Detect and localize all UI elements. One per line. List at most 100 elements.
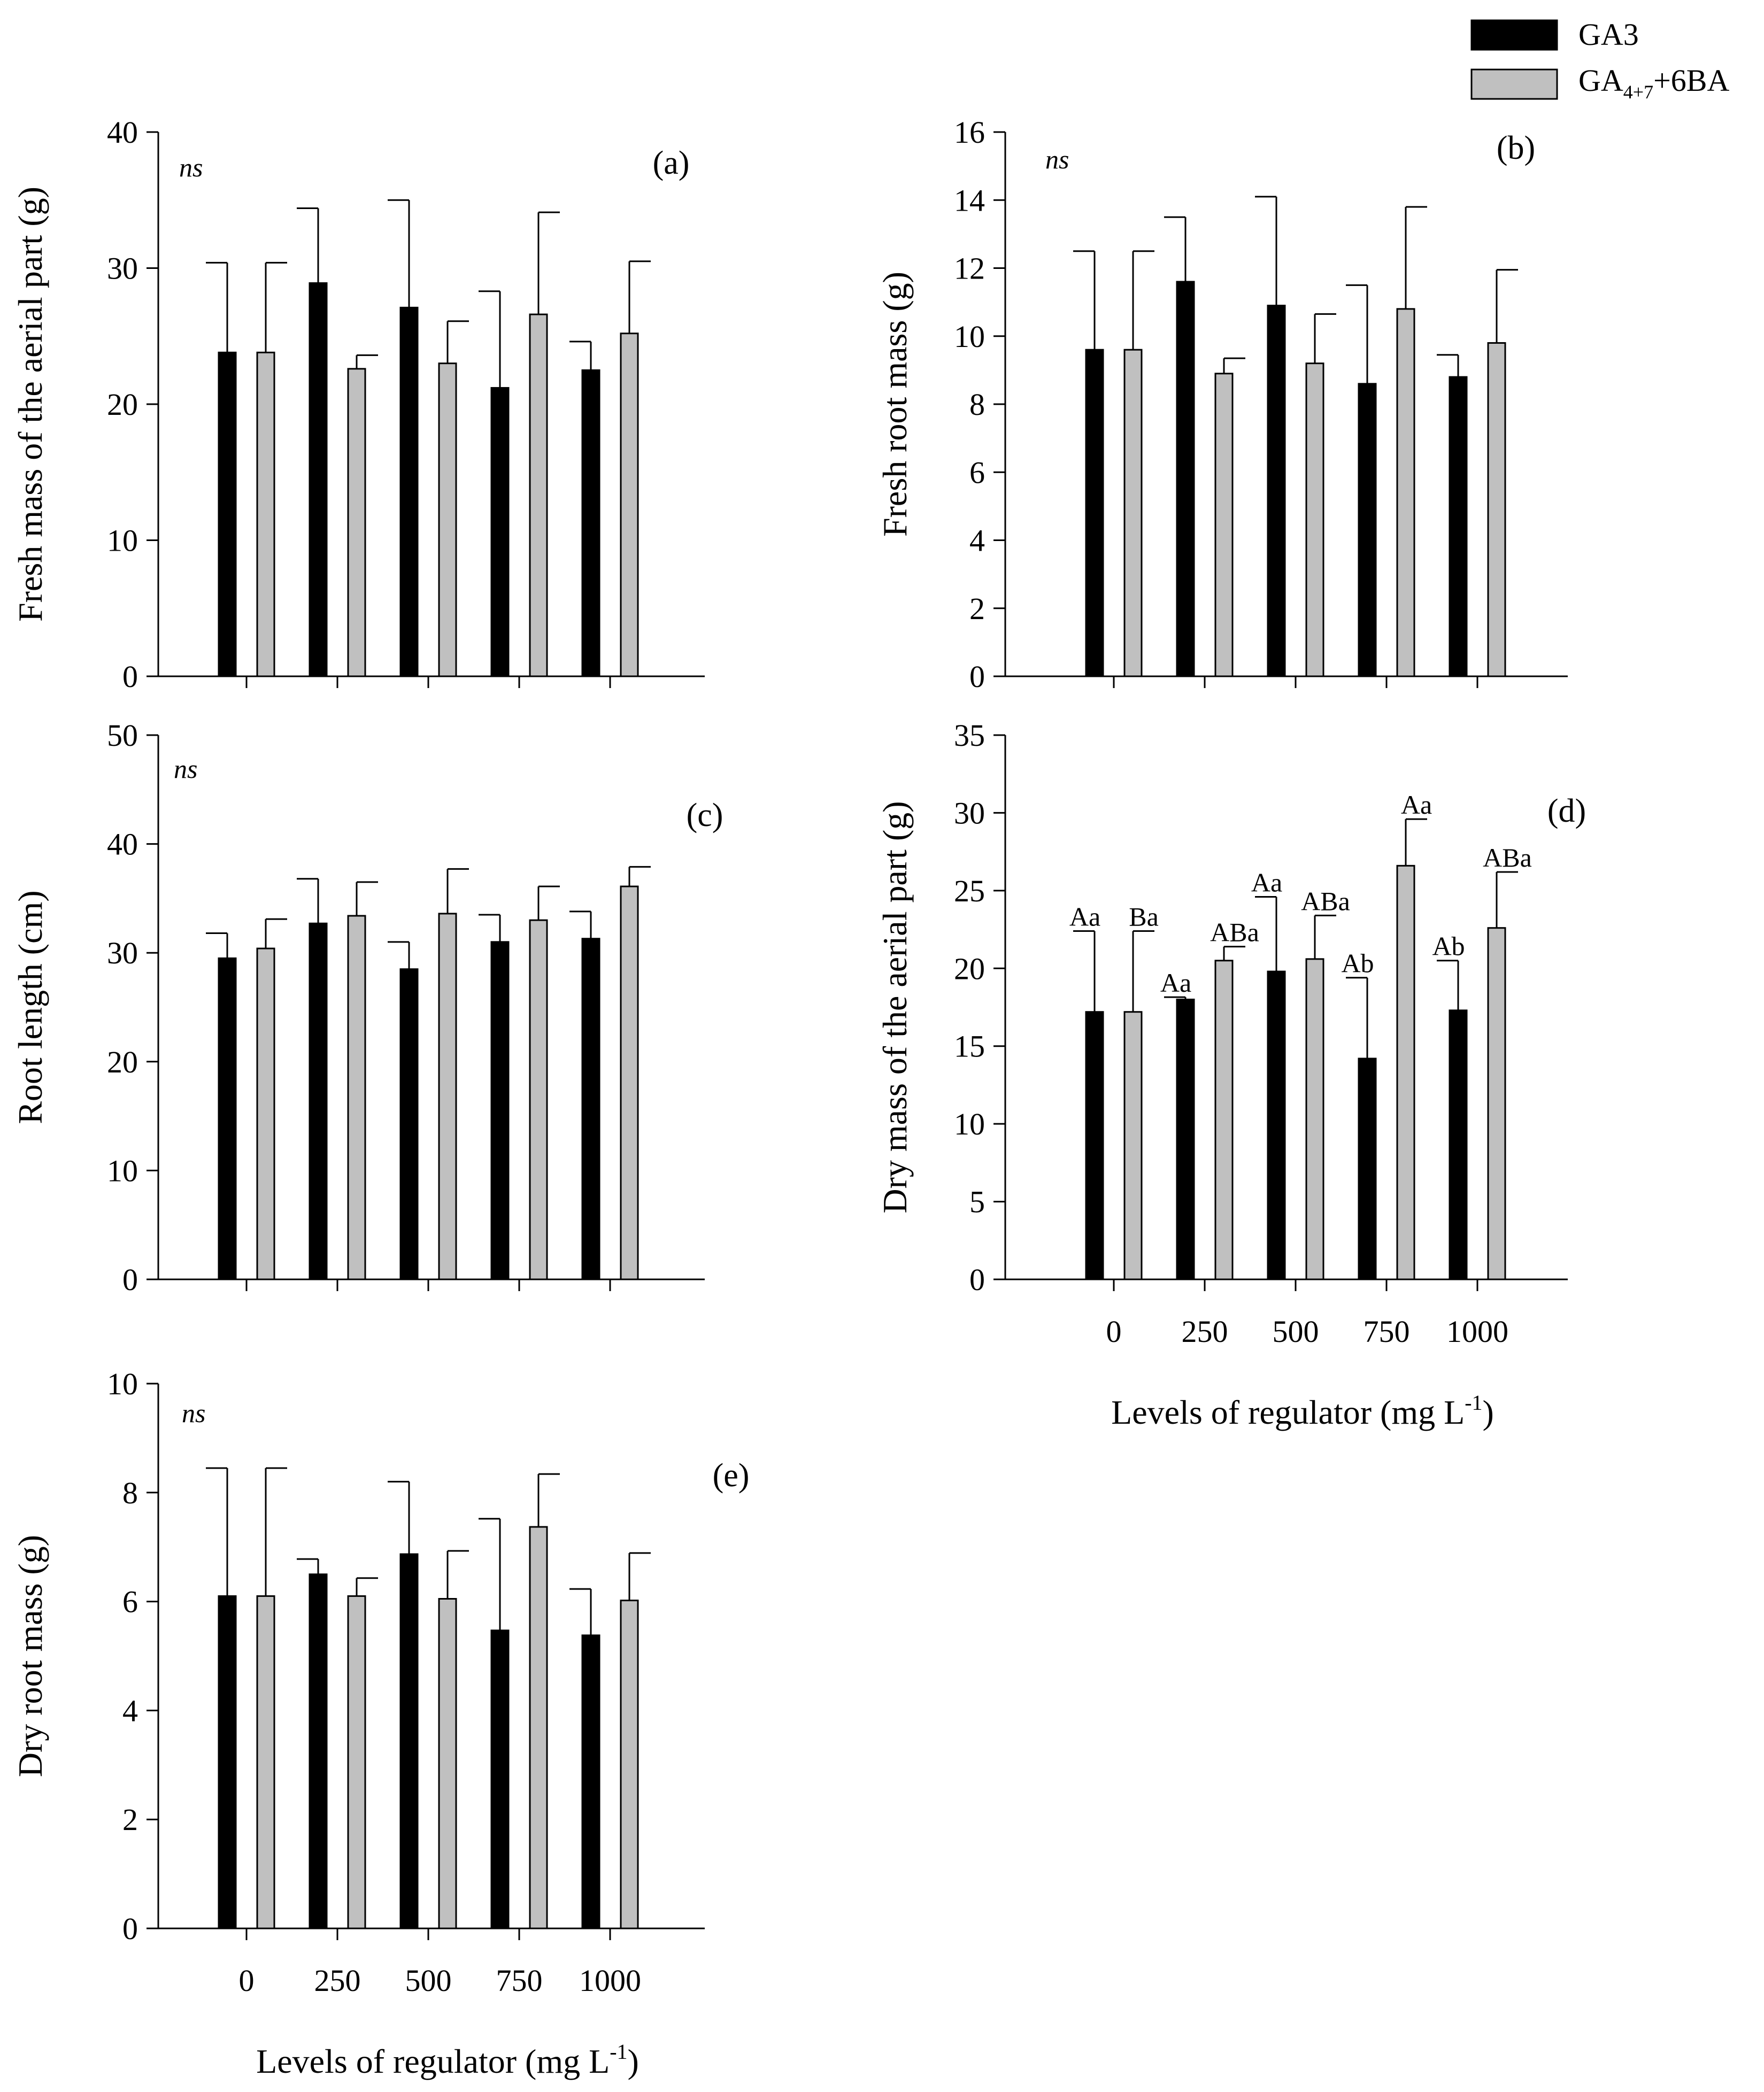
y-tick-label: 10 bbox=[954, 319, 985, 354]
bar-ga47 bbox=[620, 1600, 639, 1929]
panel-label: (e) bbox=[713, 1457, 750, 1494]
bar-ga3 bbox=[581, 369, 600, 677]
bar-ga47 bbox=[1214, 960, 1234, 1280]
panel-c-root-length: 0 10 20 30 40 50 Root length (cm) (c) ns bbox=[11, 718, 723, 1297]
bar-ga47 bbox=[1396, 308, 1415, 677]
y-axis-label: Fresh mass of the aerial part (g) bbox=[11, 187, 49, 622]
bar-ga47 bbox=[438, 362, 457, 677]
bar-ga3 bbox=[309, 282, 328, 677]
panel-a-fresh-aerial-mass: 0 10 20 30 40 Fresh mass of the aerial part (… bbox=[11, 115, 705, 694]
x-tick-label: 750 bbox=[1364, 1314, 1410, 1349]
bar-ga3 bbox=[1176, 281, 1195, 677]
y-tick-label: 20 bbox=[954, 951, 985, 986]
legend-label-ga47-sub: 4+7 bbox=[1623, 81, 1653, 103]
y-tick-label: 0 bbox=[122, 659, 138, 694]
y-tick-label: 10 bbox=[954, 1107, 985, 1141]
legend-label-ga47: GA4+7+6BA bbox=[1578, 63, 1729, 103]
y-tick-label: 10 bbox=[107, 1367, 138, 1401]
legend-swatch-ga47 bbox=[1470, 68, 1558, 100]
significance-letter: ABa bbox=[1301, 886, 1350, 916]
x-axis-label-sup: -1 bbox=[1465, 1391, 1482, 1415]
bar-ga47 bbox=[1305, 958, 1324, 1280]
panel-label: (a) bbox=[653, 145, 690, 181]
y-tick-label: 0 bbox=[122, 1911, 138, 1946]
bar-ga47 bbox=[347, 915, 366, 1280]
y-tick-label: 2 bbox=[122, 1802, 138, 1837]
significance-letter: Ba bbox=[1129, 901, 1159, 931]
y-tick-label: 16 bbox=[954, 115, 985, 150]
x-axis-label-end: ) bbox=[628, 2042, 639, 2080]
y-tick-label: 25 bbox=[954, 874, 985, 908]
significance-letter: Ab bbox=[1432, 931, 1465, 961]
bar-ga47 bbox=[529, 1526, 548, 1929]
significance-letter: Aa bbox=[1251, 867, 1282, 897]
x-tick-label: 250 bbox=[314, 1963, 361, 1998]
bar-ga3 bbox=[1085, 349, 1104, 677]
y-tick-label: 40 bbox=[107, 115, 138, 150]
y-tick-label: 0 bbox=[969, 659, 985, 694]
bar-ga47 bbox=[256, 1595, 275, 1929]
x-tick-label: 500 bbox=[1273, 1314, 1319, 1349]
y-tick-label: 20 bbox=[107, 387, 138, 422]
legend-label-ga3: GA3 bbox=[1578, 17, 1639, 52]
bar-ga47 bbox=[256, 947, 275, 1280]
y-tick-label: 10 bbox=[107, 523, 138, 558]
significance-letter: Ab bbox=[1341, 948, 1374, 978]
y-tick-label: 12 bbox=[954, 251, 985, 286]
legend-label-ga47-rest: +6BA bbox=[1653, 63, 1729, 98]
bar-ga3 bbox=[399, 968, 419, 1280]
bar-ga47 bbox=[347, 368, 366, 677]
significance-annotation: ns bbox=[182, 1398, 205, 1428]
significance-annotation: ns bbox=[179, 152, 203, 182]
x-axis-label: Levels of regulator (mg L-1) bbox=[256, 2040, 639, 2080]
bar-ga3 bbox=[399, 1553, 419, 1929]
significance-letter: Aa bbox=[1069, 901, 1100, 931]
bar-ga3 bbox=[218, 1595, 237, 1929]
x-tick-label: 750 bbox=[496, 1963, 543, 1998]
panel-b-fresh-root-mass: 0 2 4 6 8 10 12 14 16 Fresh root mass (g) (b) ns bbox=[876, 115, 1568, 694]
bar-ga47 bbox=[620, 885, 639, 1280]
legend-swatch-ga3 bbox=[1470, 19, 1558, 51]
y-tick-label: 40 bbox=[107, 827, 138, 862]
x-tick-label: 0 bbox=[1106, 1314, 1122, 1349]
bar-ga3 bbox=[399, 306, 419, 677]
y-tick-label: 14 bbox=[954, 183, 985, 218]
bar-ga3 bbox=[490, 387, 510, 677]
y-tick-label: 10 bbox=[107, 1153, 138, 1188]
y-tick-label: 8 bbox=[969, 387, 985, 422]
bar-ga47 bbox=[256, 351, 275, 677]
x-axis-label-end: ) bbox=[1483, 1393, 1494, 1431]
y-tick-label: 30 bbox=[954, 796, 985, 830]
significance-annotation: ns bbox=[1045, 144, 1069, 174]
bar-ga47 bbox=[1305, 362, 1324, 677]
bar-ga47 bbox=[347, 1595, 366, 1929]
y-tick-label: 6 bbox=[969, 455, 985, 490]
bar-ga47 bbox=[1123, 349, 1143, 677]
bar-ga3 bbox=[309, 1573, 328, 1929]
y-tick-label: 35 bbox=[954, 718, 985, 753]
bar-ga3 bbox=[1358, 1057, 1377, 1280]
bar-ga3 bbox=[309, 922, 328, 1280]
y-tick-label: 0 bbox=[969, 1262, 985, 1297]
bar-ga47 bbox=[1487, 342, 1506, 677]
y-tick-label: 8 bbox=[122, 1476, 138, 1510]
y-tick-label: 2 bbox=[969, 591, 985, 626]
bar-ga3 bbox=[1449, 376, 1468, 677]
significance-letter: Aa bbox=[1160, 968, 1191, 998]
bar-ga47 bbox=[529, 313, 548, 677]
y-tick-label: 6 bbox=[122, 1585, 138, 1619]
y-tick-label: 30 bbox=[107, 251, 138, 286]
x-tick-label: 250 bbox=[1182, 1314, 1228, 1349]
y-axis-label: Fresh root mass (g) bbox=[876, 272, 914, 537]
panel-label: (b) bbox=[1497, 130, 1535, 166]
legend: GA3 GA4+7+6BA bbox=[1470, 17, 1729, 103]
panel-label: (d) bbox=[1547, 793, 1586, 829]
bar-ga3 bbox=[490, 1630, 510, 1929]
y-tick-label: 0 bbox=[122, 1262, 138, 1297]
bar-ga3 bbox=[581, 1634, 600, 1929]
bar-ga3 bbox=[218, 351, 237, 677]
y-tick-label: 20 bbox=[107, 1045, 138, 1079]
y-axis-label: Dry mass of the aerial part (g) bbox=[876, 801, 914, 1213]
